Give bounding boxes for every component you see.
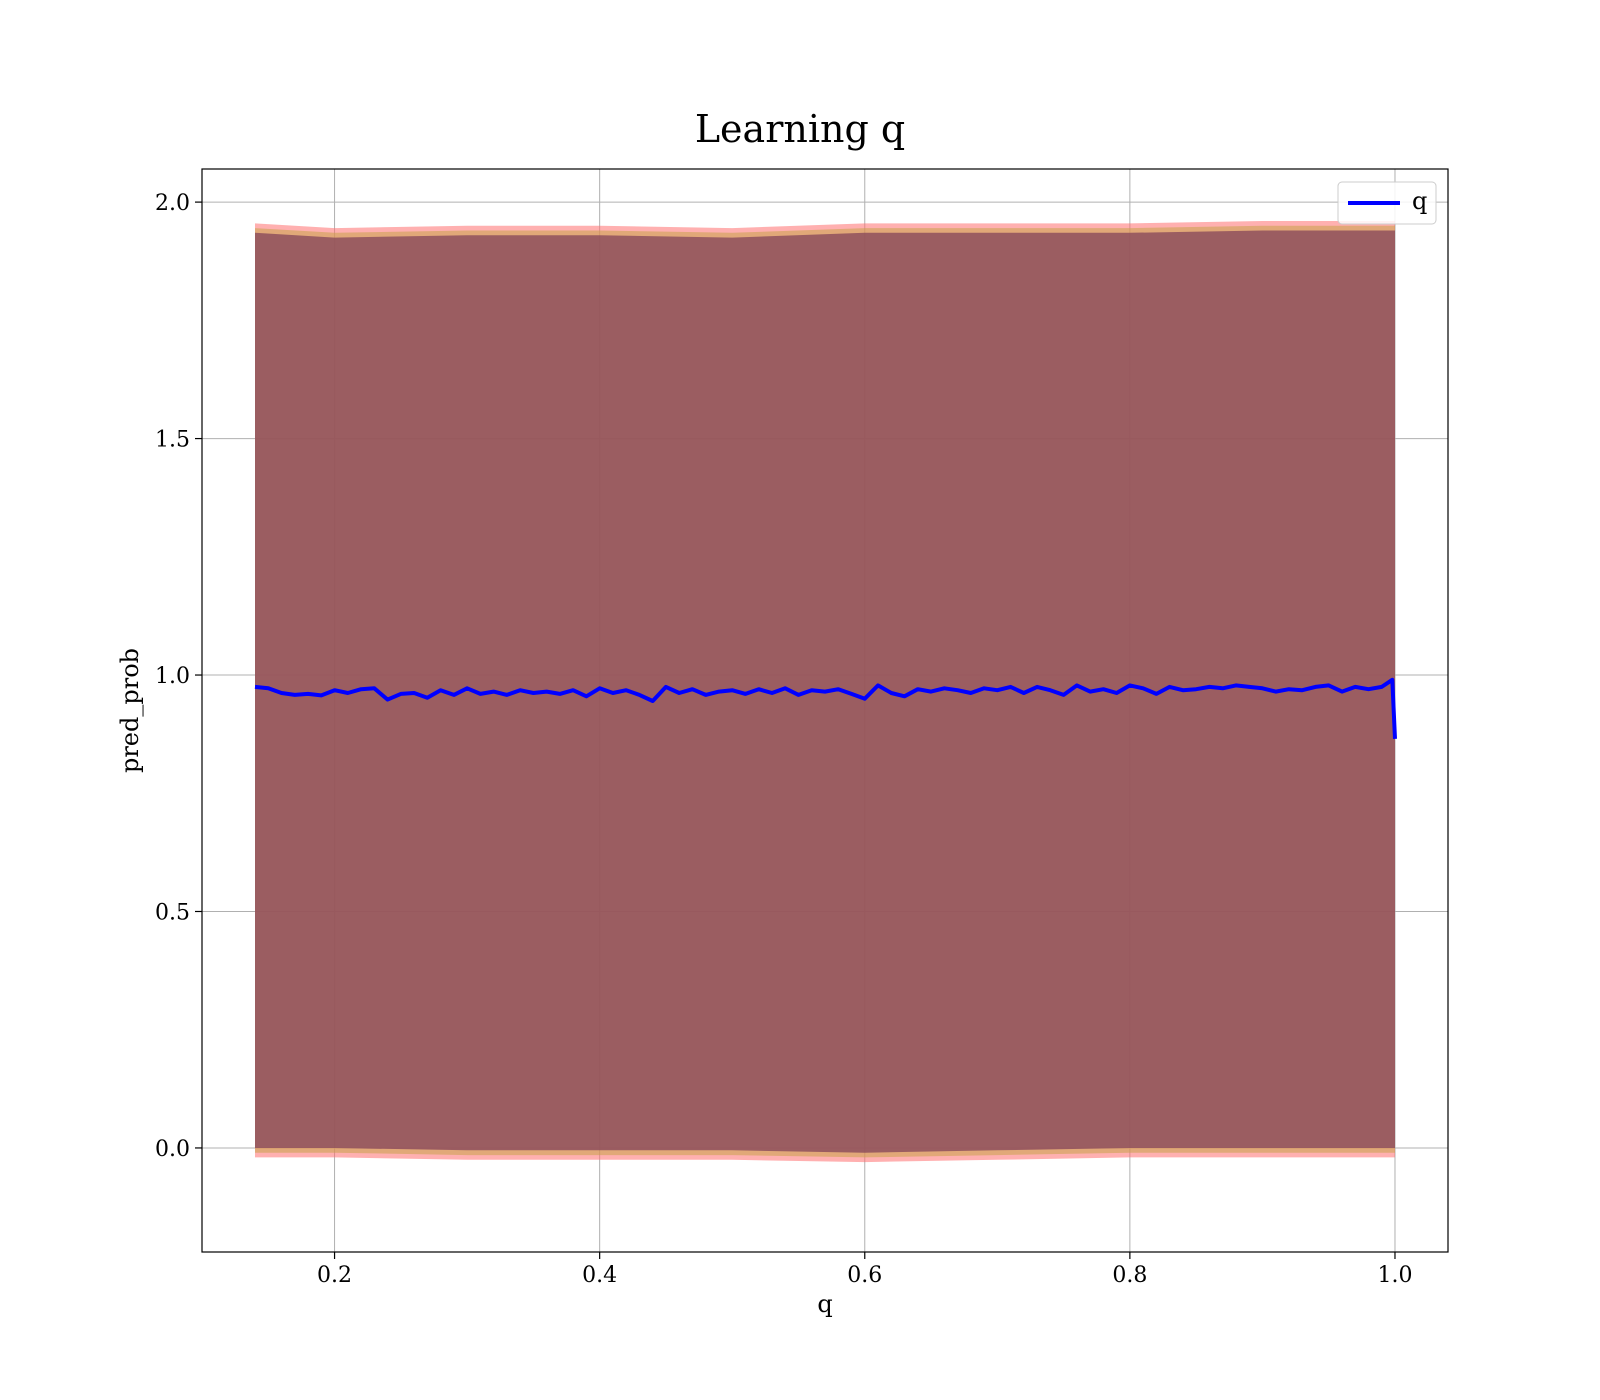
y-tick-label-2: 1.0 [155,664,190,689]
y-axis-label: pred_prob [116,648,144,773]
ticks: 0.2 0.4 0.6 0.8 1.0 0.0 0.5 1.0 1.5 2.0 [155,191,1412,1288]
y-tick-label-1: 0.5 [155,900,190,925]
chart-title: Learning q [695,107,905,151]
plot-frame [201,168,1449,1253]
x-tick-label-3: 0.8 [1112,1263,1147,1288]
x-tick-label-1: 0.4 [582,1263,617,1288]
x-tick-label-0: 0.2 [317,1263,352,1288]
series-line-q [254,677,1397,739]
y-tick-label-3: 1.5 [155,428,190,453]
legend: q [1337,181,1437,225]
y-tick-label-0: 0.0 [155,1137,190,1162]
x-axis-label: q [817,1290,832,1318]
series-lines [254,677,1397,739]
y-tick-label-4: 2.0 [155,191,190,216]
x-tick-label-4: 1.0 [1377,1263,1412,1288]
legend-entry-q: q [1412,187,1427,215]
x-tick-label-2: 0.6 [847,1263,882,1288]
